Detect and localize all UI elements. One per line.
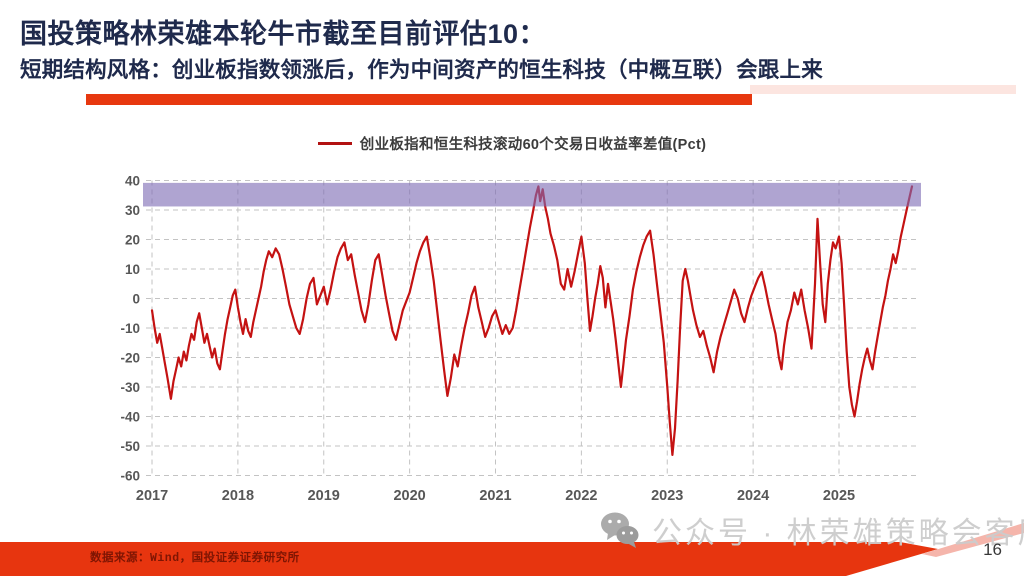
highlight-band (143, 182, 921, 207)
data-source-note: 数据来源：Wind，国投证券证券研究所 (90, 552, 300, 565)
x-axis-tick: 2022 (565, 488, 597, 504)
page-title: 国投策略林荣雄本轮牛市截至目前评估10： (20, 19, 547, 49)
x-axis-tick: 2021 (479, 488, 511, 504)
title-underline-faint-bar (750, 85, 1016, 94)
y-axis-tick: 20 (125, 233, 140, 248)
x-axis-tick: 2017 (136, 488, 168, 504)
page-number: 16 (983, 540, 1002, 559)
x-axis-tick: 2018 (222, 488, 254, 504)
watermark: 公众号 · 林荣雄策略会客厅 (598, 508, 1024, 552)
y-axis-tick: -10 (120, 321, 140, 336)
legend-line-marker (317, 142, 352, 145)
y-axis-tick: 40 (125, 174, 140, 189)
page-subtitle: 短期结构风格：创业板指数领涨后，作为中间资产的恒生科技（中概互联）会跟上来 (20, 58, 823, 82)
watermark-text: 公众号 · 林荣雄策略会客厅 (652, 517, 1024, 550)
y-axis-tick: -20 (120, 351, 140, 366)
y-axis-tick: 10 (125, 262, 140, 277)
chart-legend: 创业板指和恒生科技滚动60个交易日收益率差值(Pct) (0, 133, 1024, 154)
title-underline-bar (86, 94, 752, 105)
y-axis-tick: -30 (120, 380, 140, 395)
x-axis-tick: 2019 (308, 488, 340, 504)
x-axis-tick: 2020 (393, 488, 425, 504)
y-axis-tick: -60 (120, 469, 140, 484)
y-axis-tick: -50 (120, 439, 140, 454)
legend-label: 创业板指和恒生科技滚动60个交易日收益率差值(Pct) (359, 137, 707, 153)
x-axis-tick: 2024 (737, 488, 769, 504)
y-axis-tick: -40 (120, 410, 140, 425)
y-axis-tick: 0 (132, 292, 140, 307)
y-axis-tick: 30 (125, 203, 140, 218)
series-line (150, 185, 914, 456)
x-axis-tick: 2023 (651, 488, 683, 504)
x-axis-tick: 2025 (823, 488, 855, 504)
wechat-icon (601, 512, 639, 548)
